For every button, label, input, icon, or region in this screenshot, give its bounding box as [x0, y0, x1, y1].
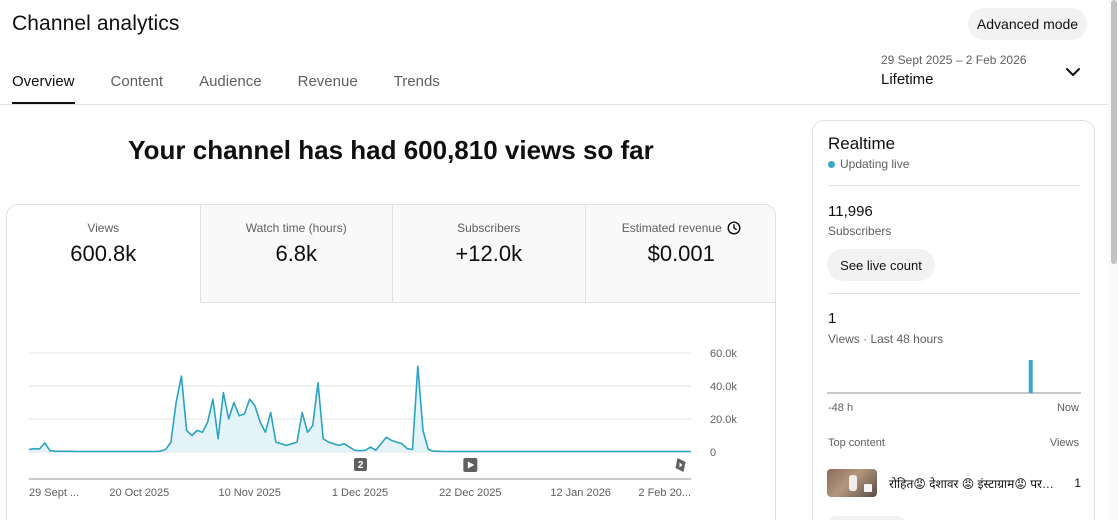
x-tick-label: 1 Dec 2025	[332, 487, 388, 499]
metric-value: $0.001	[647, 241, 715, 266]
realtime-subscribers-label: Subscribers	[828, 224, 892, 238]
views-chart[interactable]: 60.0k 40.0k 20.0k 0 2 29 Sept ... 20 Oct 2025 1…	[7, 303, 776, 520]
metric-subscribers[interactable]: Subscribers +12.0k	[392, 205, 585, 303]
metric-label: Watch time (hours)	[245, 221, 347, 235]
see-live-count-button[interactable]: See live count	[827, 249, 935, 281]
y-tick-label: 40.0k	[710, 381, 737, 393]
realtime-views-label: Views · Last 48 hours	[828, 332, 944, 346]
tab-content[interactable]: Content	[110, 73, 164, 90]
metric-views[interactable]: Views 600.8k	[7, 205, 200, 303]
realtime-axis-start: -48 h	[828, 402, 854, 414]
realtime-card: Realtime Updating live 11,996 Subscriber…	[812, 120, 1095, 520]
top-content-label: Top content	[828, 437, 885, 449]
metric-revenue[interactable]: Estimated revenue $0.001	[584, 205, 776, 303]
video-thumbnail[interactable]	[827, 469, 877, 497]
top-content-item[interactable]: रोहित😡 देशावर 😡 इंस्टाग्राम😡 पर फेमस हो …	[827, 469, 1081, 497]
tab-audience[interactable]: Audience	[199, 73, 262, 90]
metric-watch-time[interactable]: Watch time (hours) 6.8k	[199, 205, 392, 303]
metric-value: 6.8k	[275, 241, 318, 266]
realtime-subscribers-value: 11,996	[828, 203, 873, 220]
views-headline: Your channel has had 600,810 views so fa…	[128, 135, 654, 165]
realtime-views-chart[interactable]	[827, 353, 1081, 395]
see-more-button[interactable]	[827, 516, 907, 520]
metric-label: Subscribers	[457, 221, 521, 235]
date-period-label[interactable]: Lifetime	[881, 71, 934, 88]
y-tick-label: 60.0k	[710, 348, 737, 360]
play-icon	[679, 462, 683, 468]
x-tick-label: 2 Feb 20...	[638, 487, 691, 499]
marker-count-badge[interactable]	[354, 458, 367, 471]
page-title: Channel analytics	[12, 12, 180, 35]
metric-label: Estimated revenue	[586, 221, 776, 235]
divider	[828, 293, 1080, 294]
series-line[interactable]	[28, 365, 691, 453]
top-content-views-header: Views	[1049, 437, 1079, 449]
tabs-divider	[0, 104, 1110, 105]
advanced-mode-button[interactable]: Advanced mode	[968, 8, 1087, 40]
tab-trends[interactable]: Trends	[393, 73, 440, 90]
y-tick-label: 0	[710, 447, 716, 459]
realtime-views-value: 1	[828, 310, 837, 327]
tab-overview[interactable]: Overview	[12, 66, 75, 104]
live-status-label: Updating live	[840, 157, 910, 171]
scrollbar-thumb[interactable]	[1111, 0, 1117, 264]
x-tick-label: 29 Sept ...	[29, 487, 79, 499]
y-tick-label: 20.0k	[710, 414, 737, 426]
realtime-title: Realtime	[828, 134, 896, 153]
tab-revenue[interactable]: Revenue	[297, 73, 358, 90]
series-area	[29, 366, 691, 452]
play-icon	[467, 461, 475, 469]
date-range-text[interactable]: 29 Sept 2025 – 2 Feb 2026	[881, 53, 1027, 67]
chevron-down-icon[interactable]	[1062, 63, 1084, 83]
overview-card: Views 600.8k Watch time (hours) 6.8k Sub…	[6, 204, 776, 520]
marker-count-label: 2	[358, 460, 364, 471]
realtime-bar[interactable]	[1028, 360, 1033, 393]
realtime-axis-end: Now	[1056, 402, 1079, 414]
top-content-title[interactable]: रोहित😡 देशावर 😡 इंस्टाग्राम😡 पर फेमस हो …	[889, 476, 1057, 491]
metric-label: Views	[87, 221, 120, 235]
x-tick-label: 12 Jan 2026	[550, 487, 611, 499]
clock-icon	[727, 221, 741, 235]
divider	[828, 185, 1080, 186]
x-tick-label: 20 Oct 2025	[109, 487, 169, 499]
x-tick-label: 22 Dec 2025	[439, 487, 501, 499]
metric-value: 600.8k	[70, 241, 137, 266]
tab-bar: Overview Content Audience Revenue Trends	[12, 66, 476, 104]
x-tick-label: 10 Nov 2025	[218, 487, 280, 499]
live-dot-icon	[828, 160, 835, 168]
live-status: Updating live	[828, 157, 909, 171]
top-content-views: 1	[1074, 476, 1081, 490]
metric-tabs: Views 600.8k Watch time (hours) 6.8k Sub…	[7, 205, 776, 303]
metric-value: +12.0k	[455, 241, 523, 266]
